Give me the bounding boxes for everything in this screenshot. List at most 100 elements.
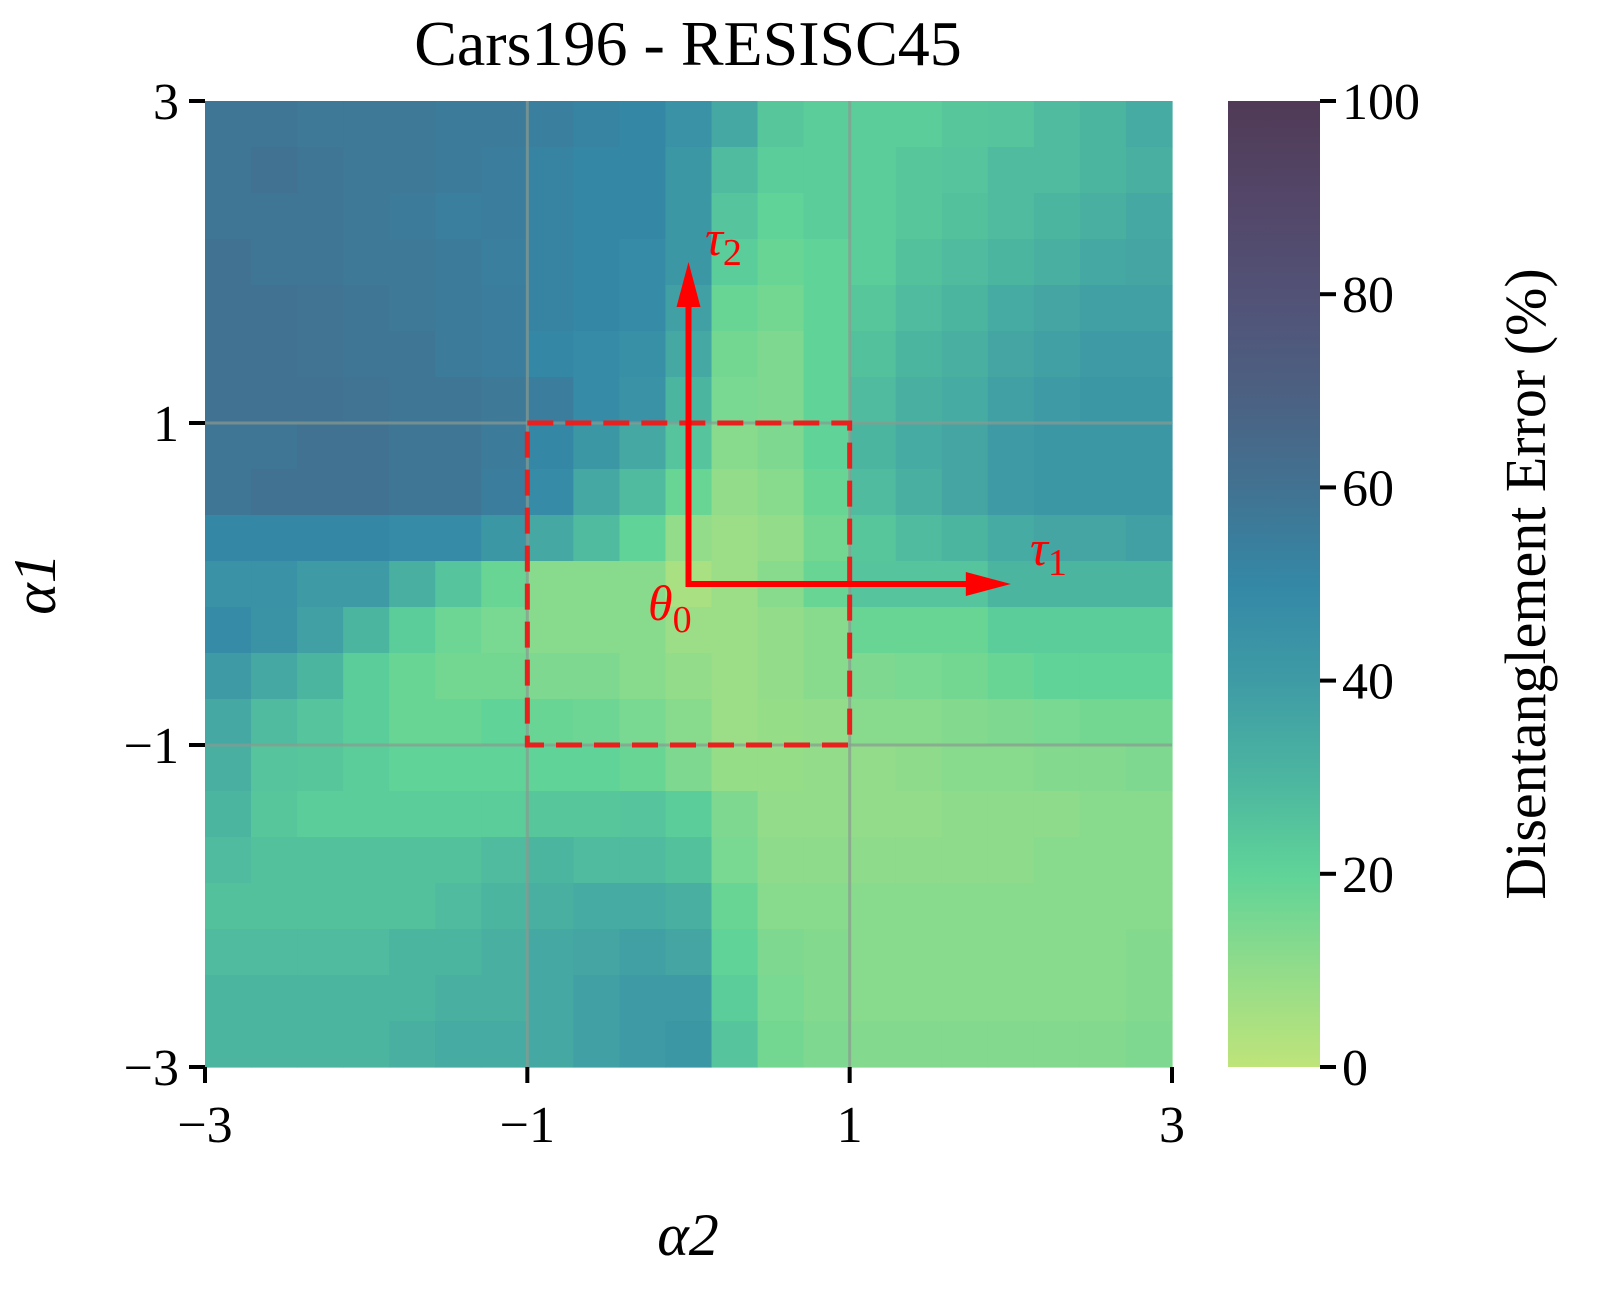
y-axis-label: α1 (2, 553, 68, 615)
heatmap-cell (849, 147, 897, 194)
heatmap-cell (389, 331, 436, 378)
heatmap-cell (343, 469, 390, 516)
heatmap-cell (573, 837, 621, 884)
heatmap-cell (435, 239, 482, 286)
heatmap-cell (481, 423, 528, 470)
heatmap-cell (481, 929, 528, 976)
heatmap-cell (711, 469, 759, 516)
heatmap-cell (1079, 469, 1127, 516)
heatmap-cell (481, 193, 528, 240)
heatmap-cell (619, 239, 667, 286)
heatmap-cell (1033, 101, 1081, 148)
heatmap-cell (895, 791, 943, 838)
heatmap-cell (573, 101, 621, 148)
tau1-label: τ1 (1030, 520, 1067, 584)
heatmap-cell (527, 883, 574, 930)
heatmap-cell (343, 791, 390, 838)
heatmap-cell (619, 929, 667, 976)
heatmap-cell (711, 193, 759, 240)
heatmap-cell (343, 745, 390, 792)
heatmap-cell (527, 423, 574, 470)
heatmap-cell (895, 929, 943, 976)
heatmap-cell (527, 239, 574, 286)
heatmap-cell (987, 883, 1035, 930)
tau1-arrowhead (965, 572, 1011, 596)
colorbar-tick-label: 80 (1342, 267, 1394, 324)
heatmap-cell (619, 469, 667, 516)
heatmap-cell (1033, 837, 1081, 884)
heatmap-cell (481, 837, 528, 884)
heatmap-cell (619, 1021, 667, 1068)
x-tick-label: −3 (177, 1097, 232, 1154)
heatmap-cell (757, 745, 805, 792)
heatmap-cell (573, 469, 621, 516)
heatmap-cell (803, 377, 851, 424)
heatmap-cell (1079, 837, 1127, 884)
heatmap-cell (435, 791, 482, 838)
heatmap-cell (849, 837, 897, 884)
heatmap-cell (297, 607, 344, 654)
heatmap-cell (389, 239, 436, 286)
heatmap-cell (711, 975, 759, 1022)
heatmap-cell (205, 929, 252, 976)
heatmap-cell (757, 791, 805, 838)
heatmap-cell (1033, 561, 1081, 608)
heatmap-cell (573, 1021, 621, 1068)
x-tick-label: 1 (837, 1097, 863, 1154)
heatmap-cell (757, 929, 805, 976)
heatmap-cell (711, 515, 759, 562)
heatmap-cell (757, 975, 805, 1022)
heatmap-cell (343, 147, 390, 194)
heatmap-cell (987, 193, 1035, 240)
heatmap-cell (849, 883, 897, 930)
heatmap-cell (205, 699, 252, 746)
heatmap-cell (573, 561, 621, 608)
heatmap-cell (619, 377, 667, 424)
heatmap-cell (619, 883, 667, 930)
heatmap-cell (941, 285, 989, 332)
heatmap-cell (941, 193, 989, 240)
heatmap-cell (251, 929, 298, 976)
heatmap-cell (573, 929, 621, 976)
heatmap-cell (435, 331, 482, 378)
heatmap-cell (941, 469, 989, 516)
heatmap-cell (205, 837, 252, 884)
heatmap-cell (205, 193, 252, 240)
heatmap-cell (803, 101, 851, 148)
heatmap-cell (619, 837, 667, 884)
heatmap-cell (895, 1021, 943, 1068)
heatmap-cell (481, 515, 528, 562)
heatmap-cell (987, 515, 1035, 562)
heatmap-cell (1079, 239, 1127, 286)
heatmap-cell (343, 1021, 390, 1068)
heatmap-cell (389, 515, 436, 562)
heatmap-cell (1125, 699, 1173, 746)
heatmap-cell (1125, 791, 1173, 838)
heatmap-cell (297, 515, 344, 562)
heatmap-cell (389, 653, 436, 700)
heatmap-cell (895, 147, 943, 194)
heatmap-cell (711, 837, 759, 884)
heatmap-cell (1079, 653, 1127, 700)
x-tick-label: 3 (1159, 1097, 1185, 1154)
heatmap-cell (757, 423, 805, 470)
heatmap-cell (251, 147, 298, 194)
heatmap-cell (481, 883, 528, 930)
heatmap-cell (251, 377, 298, 424)
heatmap-cell (389, 423, 436, 470)
heatmap-cell (205, 423, 252, 470)
heatmap-cell (389, 883, 436, 930)
heatmap-cell (803, 331, 851, 378)
heatmap-cell (343, 423, 390, 470)
heatmap-cell (941, 745, 989, 792)
heatmap-cell (573, 653, 621, 700)
heatmap-cell (619, 607, 667, 654)
heatmap-cell (1033, 975, 1081, 1022)
heatmap-cell (895, 423, 943, 470)
heatmap-cell (1079, 285, 1127, 332)
heatmap-cell (987, 699, 1035, 746)
heatmap-cell (435, 1021, 482, 1068)
heatmap-cell (1125, 469, 1173, 516)
heatmap-cell (665, 883, 713, 930)
heatmap-cell (573, 745, 621, 792)
